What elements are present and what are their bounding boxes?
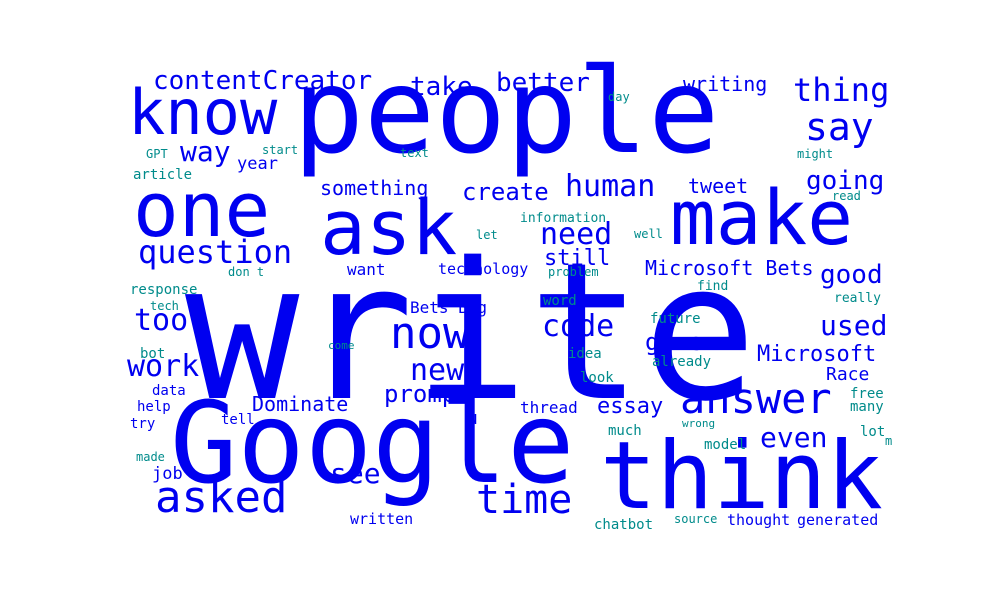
word-start: start [262,143,299,157]
word-written: written [350,510,414,528]
word-make: make [670,173,854,262]
word-u: u [467,408,478,429]
word-one: one [133,165,271,254]
word-say: say [805,105,874,149]
word-going: going [806,166,885,196]
word-tell: tell [221,412,255,428]
word-already: already [652,354,712,370]
word-much: much [608,423,642,439]
word-job: job [152,464,183,484]
word-response: response [130,282,198,298]
word-race: Race [826,364,870,385]
word-essay: essay [597,394,664,419]
word-article: article [133,167,193,183]
word-let: let [476,228,498,242]
word-word: word [543,293,577,309]
word-good: good [820,260,883,290]
word-text: text [400,146,429,160]
word-made: made [136,450,165,464]
word-now: now [390,308,470,359]
word-give: give [645,328,703,356]
word-better: better [496,68,590,98]
word-asked: asked [155,472,288,523]
word-take: take [410,72,473,102]
word-source: source [674,512,718,526]
word-gpt: GPT [146,147,168,161]
word-way: way [180,135,231,168]
word-well: well [634,227,663,241]
word-still: still [544,246,611,271]
word-bets-big: Bets Big [410,298,488,317]
word-problem: problem [548,265,599,279]
word-create: create [462,178,549,206]
word-contentcreator: contentCreator [153,66,373,96]
word-time: time [476,477,573,523]
word-new: new [410,353,465,388]
word-code: code [542,309,615,344]
word-m: m [885,434,893,448]
word-know: know [128,76,278,149]
word-used: used [820,309,888,342]
word-technology: technology [438,260,529,278]
word-data: data [152,383,186,399]
word-see: see [330,457,381,490]
word-might: might [797,147,834,161]
word-thing: thing [793,71,890,109]
word-look: look [580,370,614,386]
word-dominate: Dominate [252,392,349,416]
word-microsoft: Microsoft [757,342,877,367]
word-microsoft-bets: Microsoft Bets [645,256,814,280]
word-work: work [127,349,200,384]
word-free: free [850,386,884,402]
word-tech: tech [150,299,179,313]
word-dont: don t [228,265,265,279]
word-generated: generated [797,511,879,529]
word-come: come [328,339,355,352]
word-lot: lot [860,424,886,440]
word-people: people [293,42,720,180]
word-thread: thread [520,398,578,417]
word-idea: idea [568,346,602,362]
word-need: need [540,217,613,252]
word-answer: answer [680,374,832,423]
word-help: help [137,399,171,415]
word-question: question [138,233,293,271]
word-prompt: prompt [384,380,471,408]
word-future: future [650,311,701,327]
word-chatbot: chatbot [594,517,654,533]
word-read: read [832,189,861,203]
word-try: try [130,416,156,432]
word-tool: tool [134,303,207,338]
word-find: find [697,279,729,294]
word-bot: bot [140,346,166,362]
word-write: write [185,222,757,443]
word-think: think [600,422,883,531]
word-year: year [237,154,278,174]
word-thought: thought [727,511,791,529]
word-day: day [608,90,630,104]
word-something: something [320,176,429,200]
word-ask: ask [320,183,458,272]
word-information: information [520,211,607,226]
word-wrong: wrong [682,417,716,430]
word-really: really [834,291,881,306]
word-google: Google [170,379,575,509]
word-model: model [704,437,747,453]
word-human: human [565,169,656,204]
word-tweet: tweet [688,174,749,198]
word-even: even [760,421,828,454]
word-writing: writing [683,72,768,96]
word-want: want [347,260,386,279]
word-many: many [850,399,884,415]
